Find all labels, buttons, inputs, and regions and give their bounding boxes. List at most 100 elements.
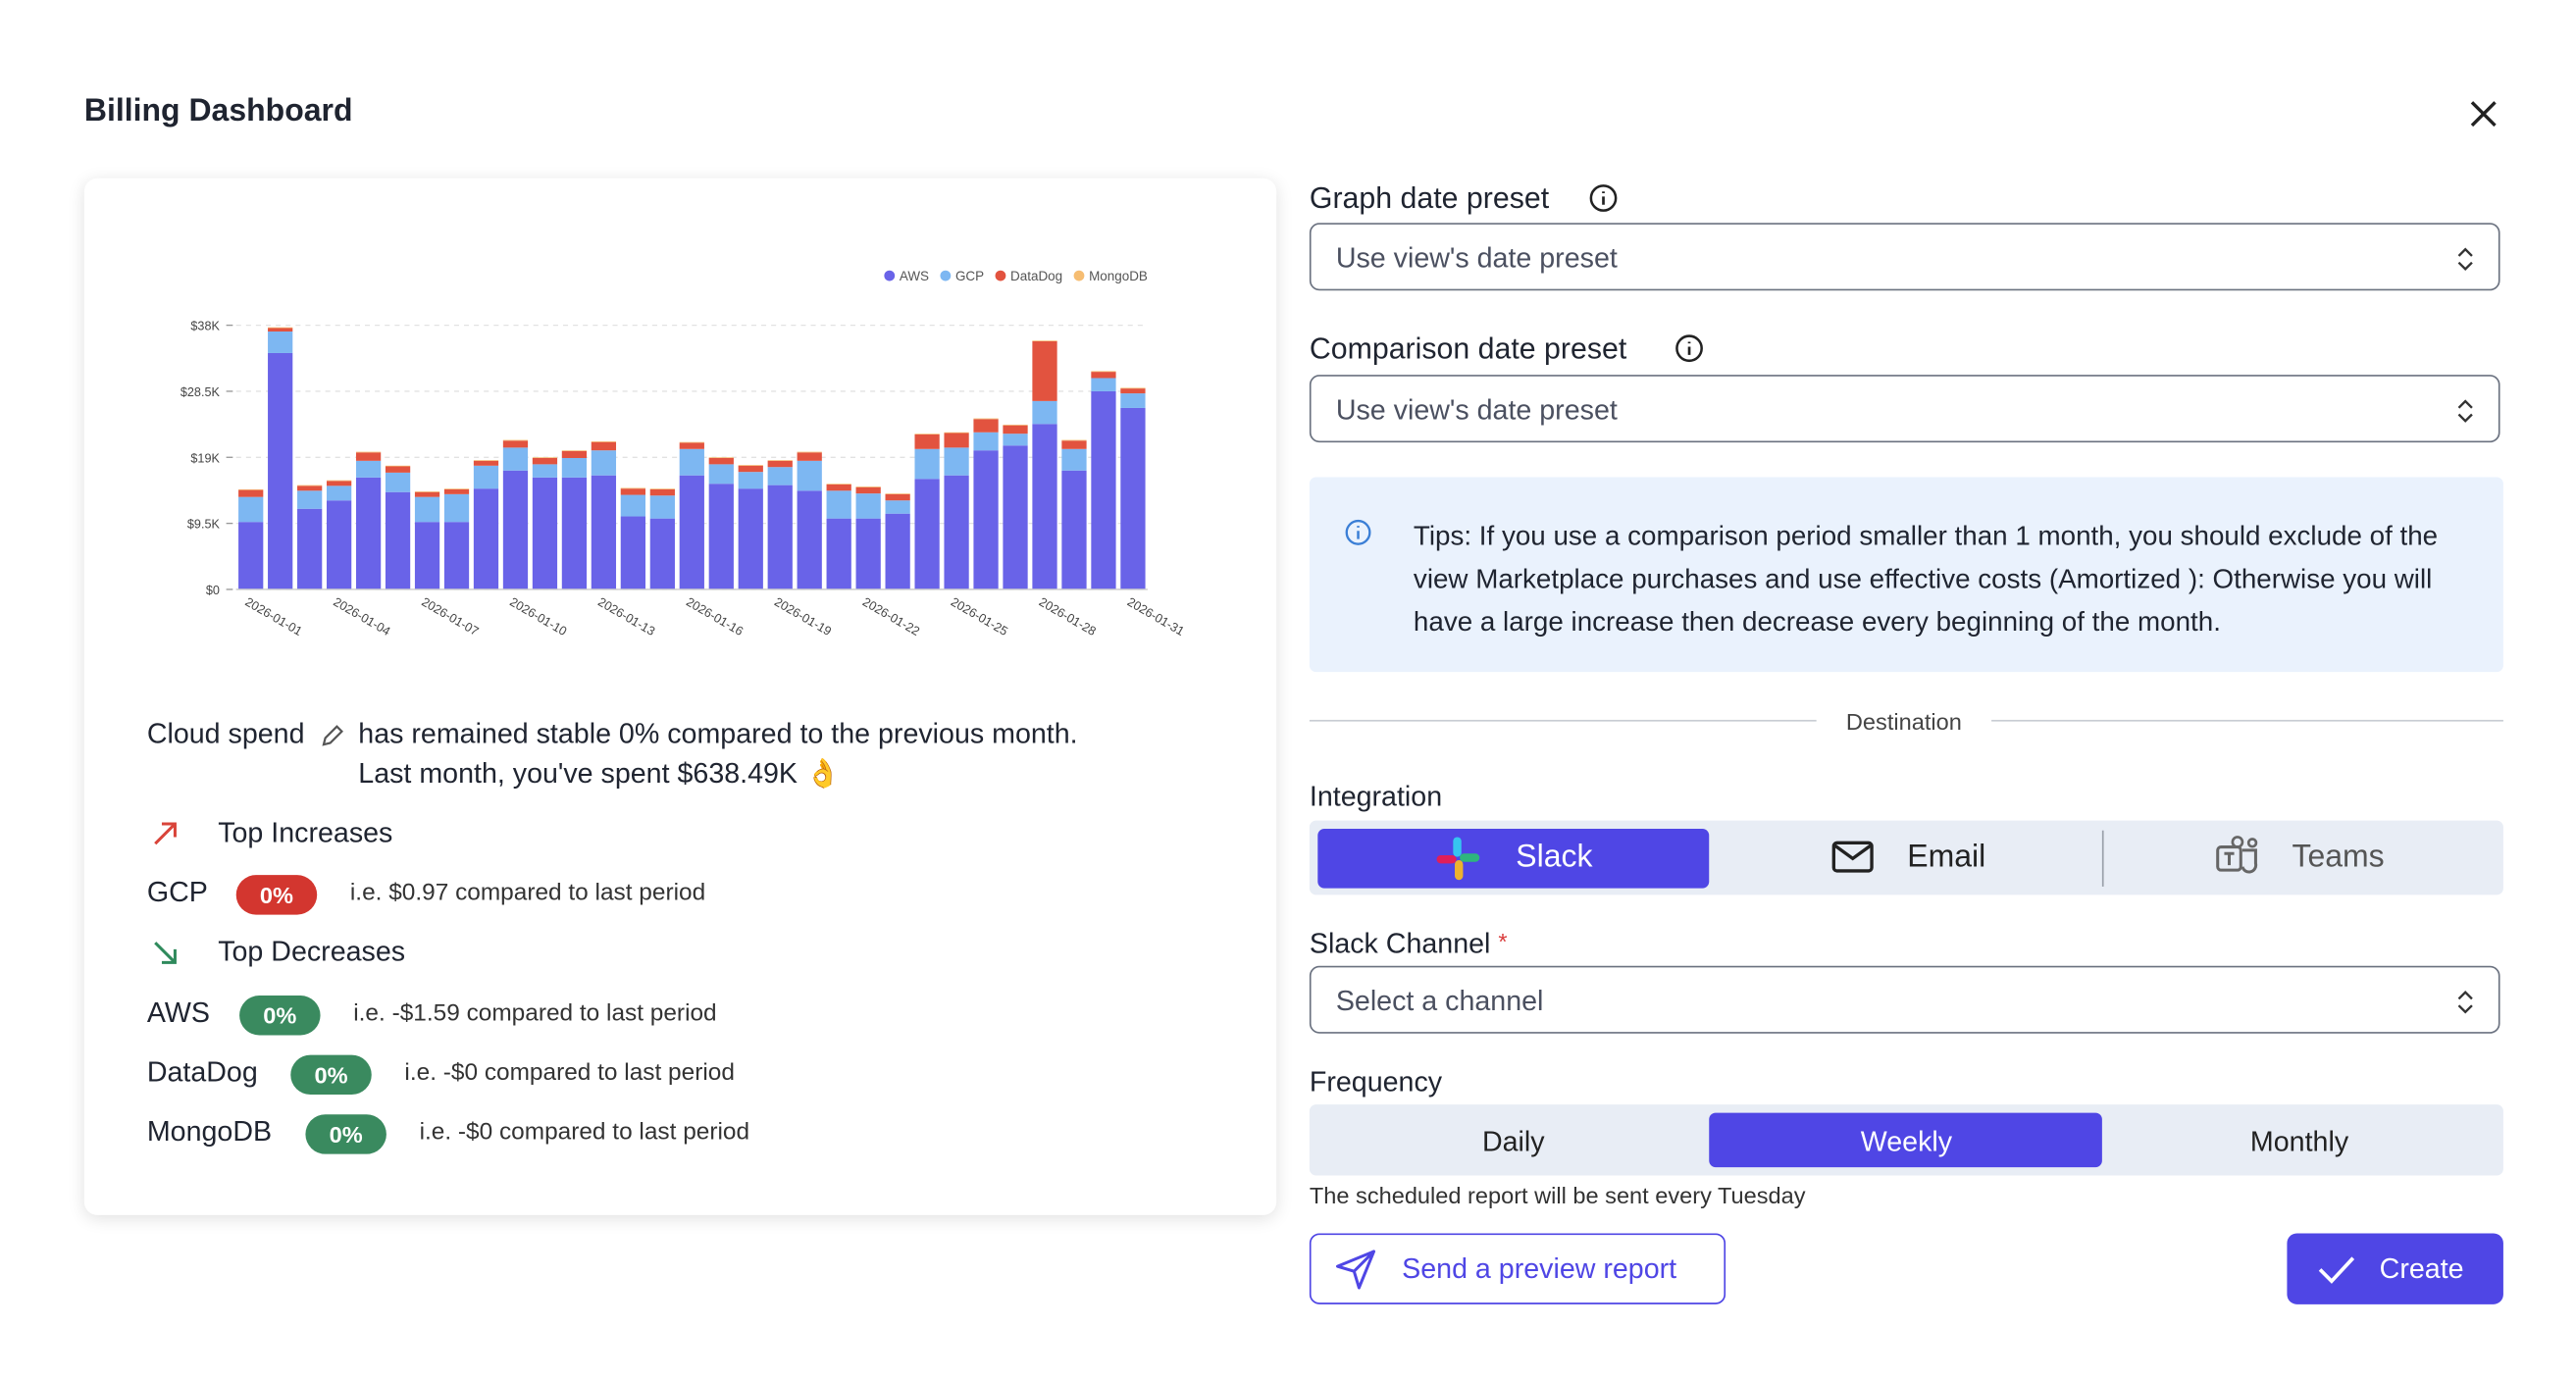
select[interactable]: Use view's date preset [1309, 223, 2500, 291]
bar-segment [1061, 439, 1087, 441]
bar-segment [355, 477, 382, 589]
bar-segment [385, 472, 411, 492]
bar-segment [591, 441, 617, 451]
bar-segment [738, 465, 763, 473]
bar-segment [327, 480, 352, 482]
change-badge: 0% [239, 996, 321, 1036]
bar-segment [1003, 445, 1028, 589]
bar-segment [649, 495, 675, 519]
divider [1991, 719, 2503, 722]
summary-line: has remained stable 0% compared to the p… [358, 718, 1078, 750]
bar-segment [679, 448, 704, 476]
bar-segment [414, 491, 440, 492]
separator [2101, 830, 2104, 887]
info-icon[interactable] [1588, 183, 1618, 213]
bar-segment [767, 460, 793, 468]
bar-segment [649, 488, 675, 496]
create-button[interactable]: Create [2287, 1233, 2503, 1304]
send-icon [1335, 1250, 1376, 1290]
bar-segment [327, 485, 352, 501]
change-note: i.e. -$0 compared to last period [419, 1119, 750, 1147]
x-tick-label: 2026-01-10 [507, 595, 569, 638]
select-value: Select a channel [1335, 985, 1544, 1017]
bar-segment [708, 484, 734, 589]
bar-segment [797, 451, 822, 453]
bar-segment [1120, 387, 1146, 389]
bar-segment [297, 485, 323, 491]
legend-label: AWS [900, 269, 929, 283]
frequency-option[interactable]: Daily [1481, 1126, 1545, 1158]
frequency-option[interactable]: Monthly [2249, 1126, 2349, 1158]
bar-segment [620, 487, 645, 489]
bar-segment [385, 465, 411, 467]
item-name: MongoDB [146, 1115, 273, 1148]
item-name: GCP [146, 876, 208, 908]
item-name: DataDog [146, 1056, 258, 1089]
bar-segment [532, 457, 558, 465]
x-tick-label: 2026-01-25 [949, 595, 1010, 638]
bar-segment [826, 484, 851, 485]
tips-text: Tips: If you use a comparison period sma… [1413, 521, 2439, 638]
x-tick-label: 2026-01-13 [595, 595, 657, 638]
x-tick-label: 2026-01-16 [684, 595, 746, 638]
teams-icon [2216, 836, 2258, 874]
hint: The scheduled report will be sent every … [1309, 1182, 1806, 1209]
frequency-option[interactable]: Weekly [1860, 1126, 1953, 1158]
bar-segment [238, 488, 264, 490]
bar-segment [561, 477, 588, 589]
change-badge: 0% [235, 875, 318, 915]
bar-segment [738, 465, 763, 466]
select[interactable]: Select a channel [1309, 965, 2500, 1034]
chevron [2457, 991, 2473, 1014]
bar-segment [620, 488, 645, 495]
bar-segment [797, 452, 822, 461]
bar-segment [649, 518, 675, 589]
bar-segment [649, 488, 675, 489]
bar-segment [238, 522, 264, 589]
bar-segment [973, 450, 999, 589]
field-label: Slack Channel * [1310, 928, 1508, 961]
bar-segment [973, 418, 999, 420]
bar-segment [443, 488, 470, 489]
bar-segment [738, 488, 763, 589]
chevron [2457, 399, 2473, 423]
bar-segment [385, 466, 411, 473]
bar-segment [1003, 425, 1028, 434]
x-tick-label: 2026-01-04 [331, 595, 392, 638]
email-icon [1831, 841, 1874, 873]
bar-segment [268, 328, 293, 332]
preview-button[interactable]: Send a preview report [1309, 1233, 1726, 1304]
y-tick-label: $38K [190, 320, 220, 333]
integration-option[interactable]: Teams [2292, 840, 2385, 876]
edit-icon[interactable] [319, 723, 345, 749]
bar-segment [620, 516, 645, 589]
bar-segment [355, 460, 382, 478]
bar-segment [238, 496, 264, 523]
select[interactable]: Use view's date preset [1309, 375, 2500, 443]
integration-option[interactable]: Slack [1516, 840, 1593, 876]
bar-segment [473, 488, 499, 589]
bar-segment [502, 439, 529, 441]
bar-segment [1032, 340, 1057, 401]
button-label: Create [2379, 1252, 2464, 1285]
info-icon[interactable] [1674, 333, 1704, 363]
bar-segment [708, 464, 734, 485]
selected-segment[interactable] [1317, 829, 1710, 889]
bar-segment [620, 494, 645, 517]
bar-segment [297, 508, 323, 589]
integration-option[interactable]: Email [1907, 840, 1986, 876]
bar-segment [885, 493, 910, 494]
field-label: Graph date preset [1309, 181, 1550, 215]
bar-segment [679, 441, 704, 443]
legend-swatch [995, 270, 1006, 281]
bar-segment [473, 460, 499, 461]
selected-segment[interactable] [1709, 1112, 2102, 1168]
change-note: i.e. $0.97 compared to last period [349, 880, 706, 907]
bar-segment [973, 432, 999, 451]
x-tick-label: 2026-01-28 [1037, 595, 1099, 638]
decrease-icon [154, 942, 177, 964]
close-button[interactable] [2467, 97, 2500, 130]
bar-segment [238, 489, 264, 497]
bar-segment [327, 481, 352, 486]
